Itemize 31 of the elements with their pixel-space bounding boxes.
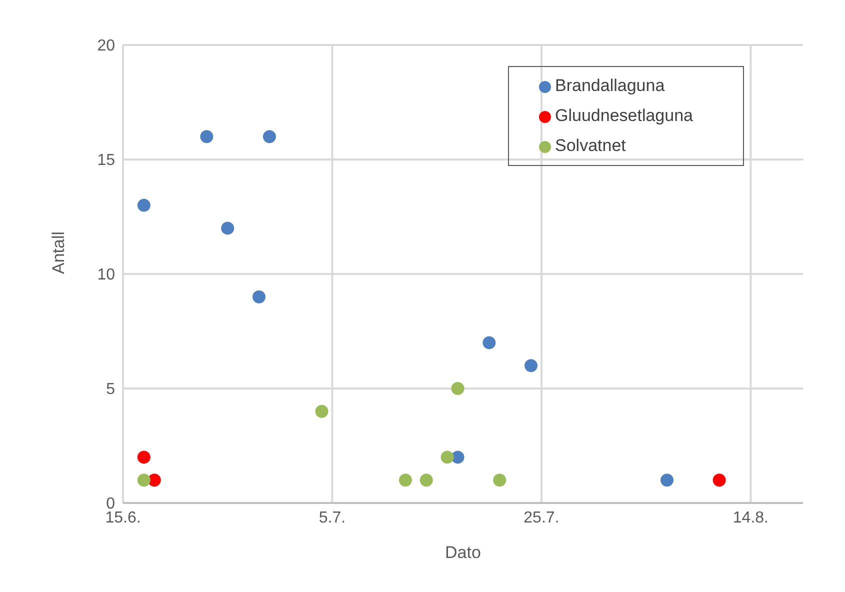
legend-label: Brandallaguna <box>555 76 665 95</box>
x-tick-label: 14.8. <box>732 509 768 526</box>
point <box>482 336 496 350</box>
point <box>420 474 433 487</box>
point <box>252 290 266 304</box>
y-tick-label: 20 <box>97 38 116 55</box>
point <box>524 359 538 372</box>
point <box>221 222 234 235</box>
y-tick-label: 10 <box>97 266 116 284</box>
x-tick-label: 25.7. <box>524 509 560 526</box>
point <box>200 130 214 144</box>
x-axis-title: Dato <box>445 543 481 562</box>
legend-label: Gluudnesetlaguna <box>555 106 694 125</box>
point <box>148 474 161 487</box>
point <box>493 474 506 487</box>
point <box>262 130 276 144</box>
point <box>137 198 150 212</box>
x-tick-label: 5.7. <box>318 509 346 526</box>
point <box>451 450 464 464</box>
point <box>315 404 328 418</box>
point <box>660 474 674 487</box>
y-tick-label: 15 <box>97 152 116 170</box>
point <box>712 474 726 487</box>
point <box>137 474 150 487</box>
point <box>440 450 454 464</box>
point <box>137 450 150 464</box>
point <box>398 474 412 487</box>
y-axis-title: Antall <box>49 231 68 274</box>
point <box>451 382 464 395</box>
legend-label: Solvatnet <box>555 136 626 155</box>
y-tick-label: 5 <box>106 381 116 398</box>
